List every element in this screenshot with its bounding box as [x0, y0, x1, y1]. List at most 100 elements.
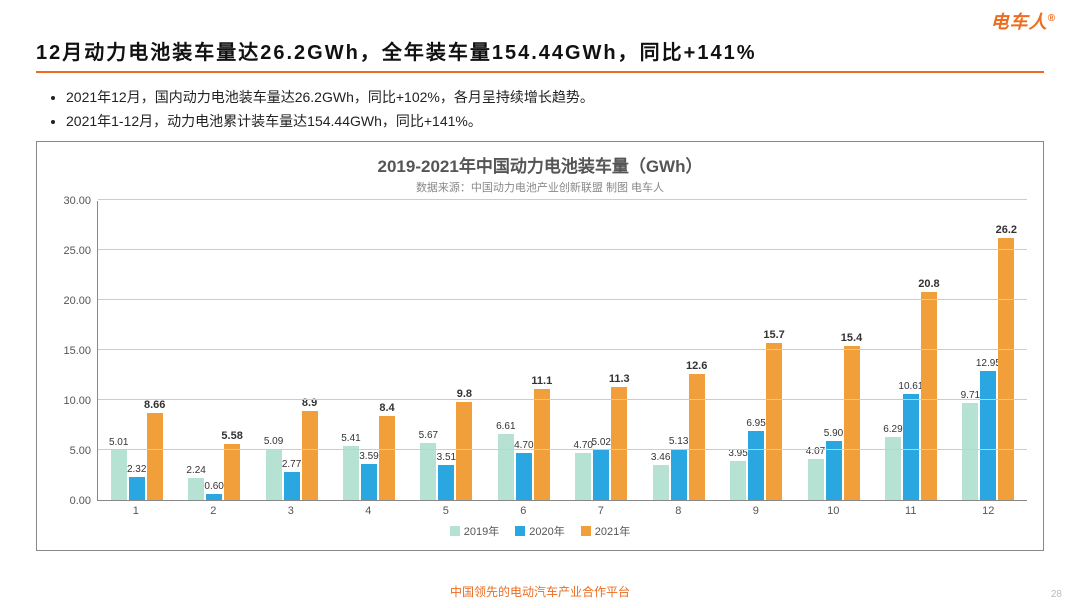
x-tick-label: 1: [97, 501, 175, 517]
chart-title: 2019-2021年中国动力电池装车量（GWh）: [53, 152, 1027, 177]
bar-value-label: 5.58: [221, 430, 242, 442]
bar-group: 3.956.9515.7: [717, 201, 794, 500]
bar-value-label: 5.13: [669, 436, 688, 447]
bar-value-label: 8.4: [379, 402, 394, 414]
grid-line: [98, 249, 1027, 250]
legend-swatch: [581, 526, 591, 536]
bar: 6.61: [498, 434, 514, 500]
grid-line: [98, 399, 1027, 400]
bar: 3.51: [438, 465, 454, 500]
slide-title: 12月动力电池装车量达26.2GWh，全年装车量154.44GWh，同比+141…: [36, 36, 1044, 65]
grid-line: [98, 299, 1027, 300]
bar-value-label: 5.09: [264, 436, 283, 447]
bar-value-label: 15.4: [841, 332, 862, 344]
legend-label: 2019年: [464, 523, 499, 539]
legend: 2019年 2020年 2021年: [53, 523, 1027, 539]
bar: 3.59: [361, 464, 377, 500]
bar: 11.3: [611, 387, 627, 500]
bar: 8.9: [302, 411, 318, 500]
title-rule: [36, 71, 1044, 73]
bar: 4.07: [808, 459, 824, 500]
legend-item: 2019年: [450, 523, 499, 539]
bar: 15.7: [766, 343, 782, 500]
bar: 5.01: [111, 450, 127, 500]
bar-group: 5.413.598.4: [330, 201, 407, 500]
legend-label: 2021年: [595, 523, 630, 539]
x-tick-label: 5: [407, 501, 485, 517]
bar: 20.8: [921, 292, 937, 500]
y-tick-label: 25.00: [63, 245, 91, 257]
bar: 15.4: [844, 346, 860, 500]
x-tick-label: 4: [330, 501, 408, 517]
bar: 3.95: [730, 461, 746, 501]
chart-subtitle: 数据来源：中国动力电池产业创新联盟 制图 电车人: [53, 179, 1027, 195]
bar: 3.46: [653, 465, 669, 500]
bar: 2.77: [284, 472, 300, 500]
bullet-item: 2021年12月，国内动力电池装车量达26.2GWh，同比+102%，各月呈持续…: [66, 87, 1044, 107]
footer-text: 中国领先的电动汽车产业合作平台: [0, 583, 1080, 600]
y-tick-label: 5.00: [70, 445, 91, 457]
bar-group: 5.673.519.8: [408, 201, 485, 500]
bar-value-label: 15.7: [763, 329, 784, 341]
grid-line: [98, 349, 1027, 350]
bar-value-label: 12.95: [976, 358, 1001, 369]
x-tick-label: 10: [795, 501, 873, 517]
grid-line: [98, 449, 1027, 450]
y-tick-label: 20.00: [63, 295, 91, 307]
bar: 5.58: [224, 444, 240, 500]
bullet-list: 2021年12月，国内动力电池装车量达26.2GWh，同比+102%，各月呈持续…: [66, 87, 1044, 131]
bar: 10.61: [903, 394, 919, 500]
bar-groups: 5.012.328.662.240.605.585.092.778.95.413…: [98, 201, 1027, 500]
bar: 2.24: [188, 478, 204, 500]
bar-value-label: 3.59: [359, 451, 378, 462]
bar-value-label: 6.29: [883, 424, 902, 435]
bar: 12.6: [689, 374, 705, 500]
bar: 5.02: [593, 450, 609, 500]
bar-value-label: 5.02: [592, 437, 611, 448]
x-tick-label: 9: [717, 501, 795, 517]
bar: 0.60: [206, 494, 222, 500]
plot: 5.012.328.662.240.605.585.092.778.95.413…: [97, 201, 1027, 501]
bar: 4.70: [575, 453, 591, 500]
y-tick-label: 0.00: [70, 495, 91, 507]
y-tick-label: 10.00: [63, 395, 91, 407]
legend-item: 2020年: [515, 523, 564, 539]
bar: 2.32: [129, 477, 145, 500]
bar: 11.1: [534, 389, 550, 500]
bar-value-label: 6.95: [746, 418, 765, 429]
bar-value-label: 5.41: [341, 433, 360, 444]
bar-value-label: 12.6: [686, 360, 707, 372]
x-tick-label: 3: [252, 501, 330, 517]
bar: 12.95: [980, 371, 996, 501]
grid-line: [98, 199, 1027, 200]
bar-value-label: 11.1: [531, 375, 552, 387]
bar-group: 4.075.9015.4: [795, 201, 872, 500]
bar-value-label: 2.32: [127, 464, 146, 475]
plot-area: 0.005.0010.0015.0020.0025.0030.00 5.012.…: [53, 201, 1027, 501]
bullet-item: 2021年1-12月，动力电池累计装车量达154.44GWh，同比+141%。: [66, 111, 1044, 131]
chart-container: 2019-2021年中国动力电池装车量（GWh） 数据来源：中国动力电池产业创新…: [36, 141, 1044, 551]
y-tick-label: 30.00: [63, 195, 91, 207]
bar: 9.8: [456, 402, 472, 500]
bar-value-label: 10.61: [898, 381, 923, 392]
bar: 9.71: [962, 403, 978, 500]
x-tick-label: 7: [562, 501, 640, 517]
slide: 电车人® 12月动力电池装车量达26.2GWh，全年装车量154.44GWh，同…: [0, 0, 1080, 608]
page-number: 28: [1051, 589, 1062, 600]
bar: 6.29: [885, 437, 901, 500]
bar: 6.95: [748, 431, 764, 501]
bar-value-label: 26.2: [996, 224, 1017, 236]
bar-group: 3.465.1312.6: [640, 201, 717, 500]
x-tick-label: 11: [872, 501, 950, 517]
bar: 8.4: [379, 416, 395, 500]
bar-group: 5.012.328.66: [98, 201, 175, 500]
bar: 5.09: [266, 449, 282, 500]
x-axis: 123456789101112: [97, 501, 1027, 517]
bar: 8.66: [147, 413, 163, 500]
bar-value-label: 5.01: [109, 437, 128, 448]
bar-group: 6.614.7011.1: [485, 201, 562, 500]
y-tick-label: 15.00: [63, 345, 91, 357]
bar-value-label: 8.66: [144, 399, 165, 411]
bar-value-label: 3.51: [437, 452, 456, 463]
bar-group: 4.705.0211.3: [563, 201, 640, 500]
